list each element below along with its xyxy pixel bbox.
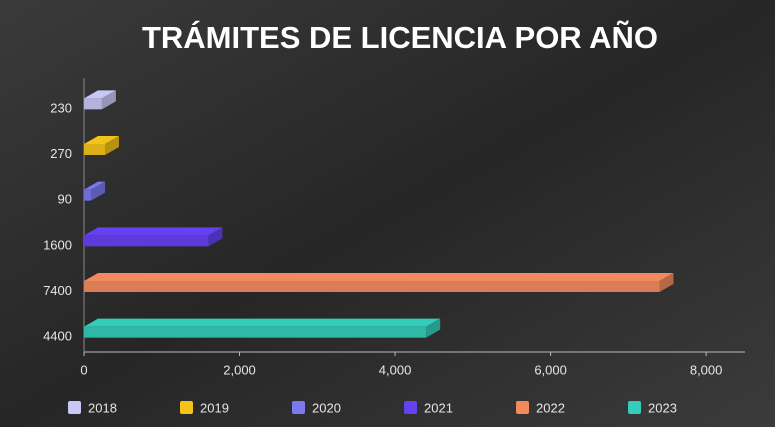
bar-front bbox=[84, 144, 105, 155]
legend-swatch bbox=[292, 401, 305, 414]
bar bbox=[84, 136, 119, 155]
bar-top bbox=[84, 90, 116, 99]
y-tick-label: 230 bbox=[50, 100, 72, 115]
y-tick-label: 7400 bbox=[43, 283, 72, 298]
legend-swatch bbox=[180, 401, 193, 414]
bar-side bbox=[104, 136, 119, 155]
bar-top bbox=[84, 227, 223, 236]
bar bbox=[84, 181, 105, 201]
legend-label: 2020 bbox=[312, 400, 341, 415]
y-tick-label: 1600 bbox=[43, 237, 72, 252]
bar-front bbox=[84, 326, 427, 338]
x-tick-label: 8,000 bbox=[690, 362, 723, 377]
bar-top bbox=[84, 136, 119, 144]
legend-swatch bbox=[628, 401, 641, 414]
bar-side bbox=[208, 227, 223, 247]
bar-front bbox=[84, 189, 91, 201]
legend-label: 2021 bbox=[424, 400, 453, 415]
x-tick-label: 2,000 bbox=[223, 362, 256, 377]
bar-side bbox=[659, 273, 674, 292]
legend-swatch bbox=[516, 401, 529, 414]
y-tick-label: 4400 bbox=[43, 329, 72, 344]
legend-swatch bbox=[404, 401, 417, 414]
bar bbox=[84, 90, 116, 110]
legend-label: 2018 bbox=[88, 400, 117, 415]
x-tick-label: 4,000 bbox=[379, 362, 412, 377]
bar-front bbox=[84, 98, 102, 110]
bar-front bbox=[84, 235, 209, 247]
bar bbox=[84, 318, 441, 338]
bar-side bbox=[101, 90, 116, 110]
y-tick-label: 90 bbox=[58, 192, 72, 207]
bar bbox=[84, 227, 223, 247]
legend-swatch bbox=[68, 401, 81, 414]
bar-top bbox=[84, 273, 674, 281]
bar-front bbox=[84, 281, 660, 292]
legend-label: 2022 bbox=[536, 400, 565, 415]
legend-label: 2023 bbox=[648, 400, 677, 415]
bar bbox=[84, 273, 674, 292]
bar-side bbox=[90, 181, 105, 201]
legend-label: 2019 bbox=[200, 400, 229, 415]
chart-title: TRÁMITES DE LICENCIA POR AÑO bbox=[142, 20, 658, 55]
bar-top bbox=[84, 181, 105, 190]
bar-side bbox=[426, 318, 441, 338]
x-tick-label: 6,000 bbox=[534, 362, 567, 377]
bar-top bbox=[84, 318, 441, 327]
x-tick-label: 0 bbox=[80, 362, 87, 377]
y-tick-label: 270 bbox=[50, 146, 72, 161]
